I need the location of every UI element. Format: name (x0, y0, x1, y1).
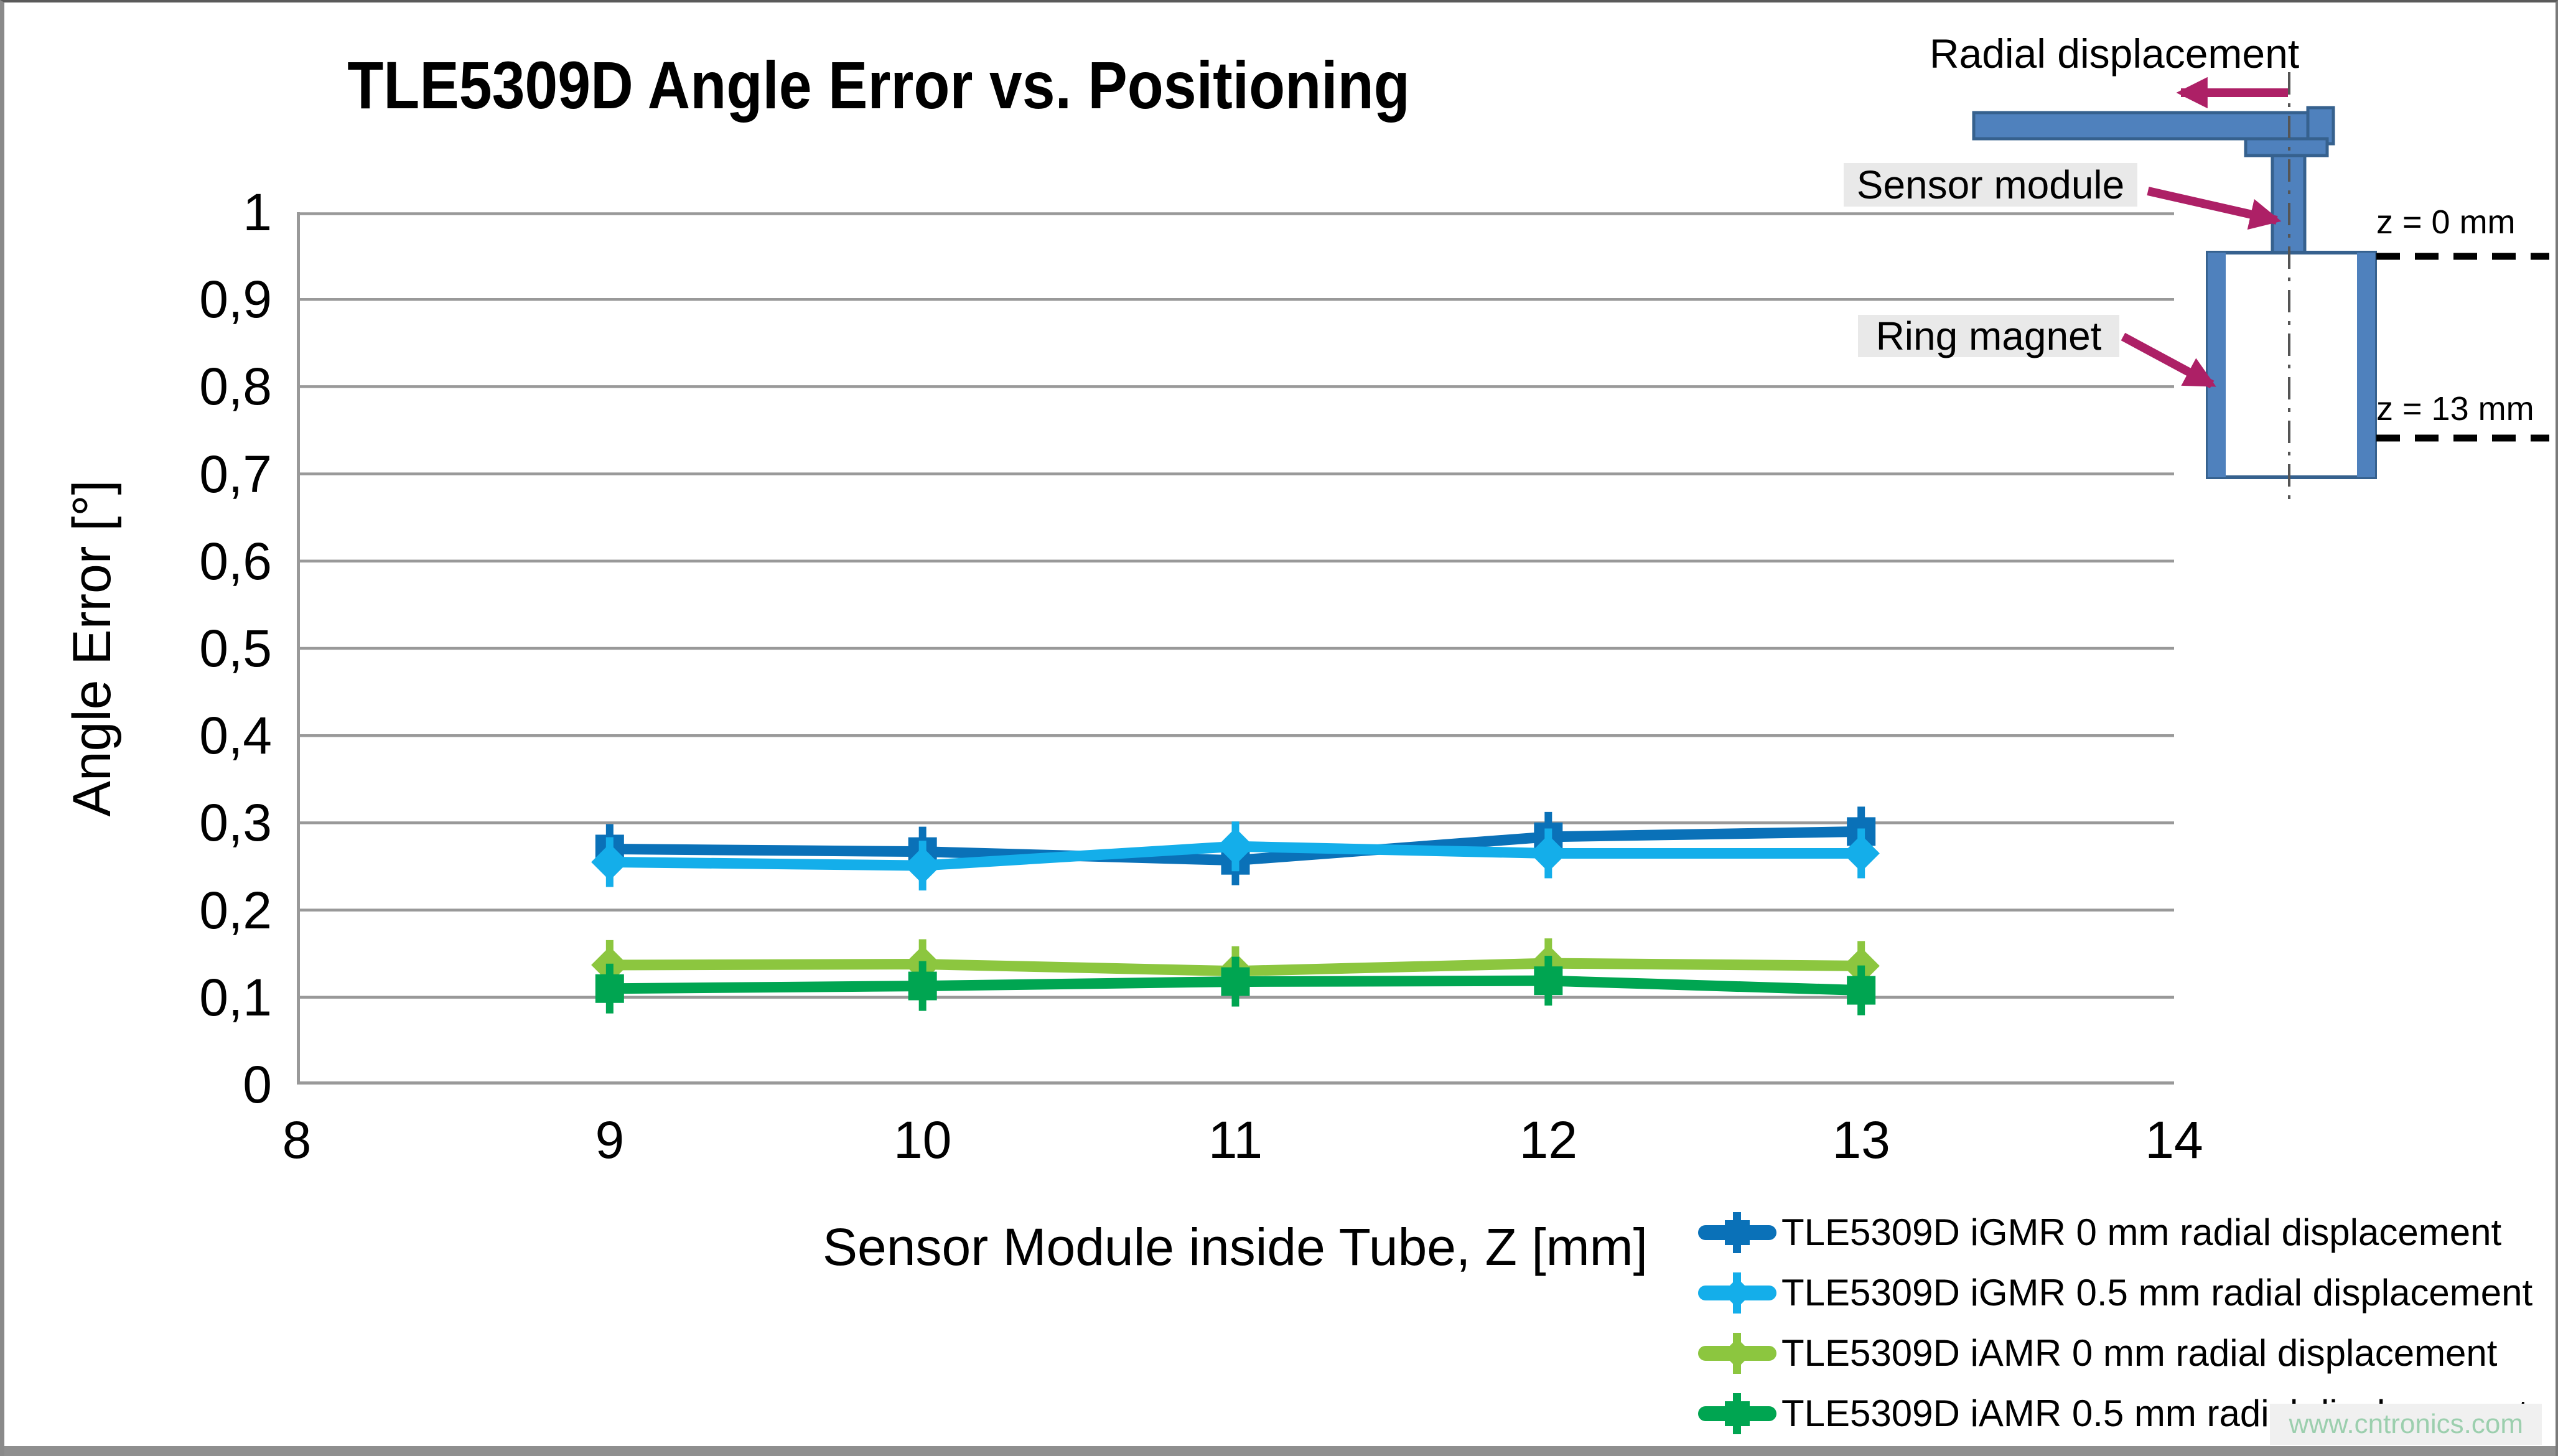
chart-title: TLE5309D Angle Error vs. Positioning (347, 47, 1410, 123)
x-tick-label: 10 (893, 1111, 952, 1169)
z13-label: z = 13 mm (2376, 390, 2534, 427)
y-tick-label: 0,5 (199, 619, 272, 678)
y-tick-label: 0,4 (199, 706, 272, 765)
data-point-marker (1216, 828, 1254, 865)
y-tick-label: 0,1 (199, 968, 272, 1027)
data-point-marker (1534, 966, 1563, 996)
y-tick-label: 0,6 (199, 531, 272, 590)
legend-label: TLE5309D iAMR 0 mm radial displacement (1781, 1332, 2498, 1374)
data-point-marker (591, 843, 628, 881)
x-tick-label: 12 (1519, 1111, 1578, 1169)
legend-item: TLE5309D iAMR 0 mm radial displacement (1698, 1323, 2532, 1383)
legend-marker-iamr-05mm-icon (1698, 1383, 1776, 1444)
ring-magnet-right-wall (2357, 253, 2375, 477)
radial-displacement-label: Radial displacement (1929, 30, 2300, 77)
bottom-frame-bar (4, 1446, 2556, 1456)
plot-area (297, 212, 2174, 1085)
legend-marker-iamr-0mm-icon (1698, 1323, 1776, 1383)
y-tick-label: 0,3 (199, 793, 272, 852)
sensor-module-label: Sensor module (1844, 163, 2137, 207)
data-point-marker (1529, 834, 1567, 872)
legend-item: TLE5309D iGMR 0 mm radial displacement (1698, 1202, 2532, 1262)
rod-collar (2244, 137, 2329, 157)
z0-label: z = 0 mm (2376, 203, 2516, 241)
watermark: www.cntronics.com (2270, 1404, 2542, 1445)
data-point-marker (908, 971, 937, 1001)
inset-diagram (1972, 72, 2549, 499)
data-point-marker (903, 847, 941, 884)
ring-magnet-outline (2206, 251, 2377, 479)
legend-label: TLE5309D iGMR 0.5 mm radial displacement (1781, 1272, 2533, 1314)
data-point-marker (1847, 976, 1876, 1005)
y-axis-title: Angle Error [°] (62, 480, 122, 817)
legend-label: TLE5309D iGMR 0 mm radial displacement (1781, 1211, 2502, 1253)
x-tick-label: 8 (282, 1111, 312, 1169)
ring-magnet-left-wall (2208, 253, 2226, 477)
x-tick-label: 14 (2145, 1111, 2203, 1169)
legend: TLE5309D iGMR 0 mm radial displacement T… (1698, 1202, 2532, 1444)
legend-marker-igmr-05mm-icon (1698, 1262, 1776, 1323)
data-point-marker (1842, 834, 1880, 872)
sensor-module-arrow (2147, 187, 2282, 230)
x-axis-title: Sensor Module inside Tube, Z [mm] (823, 1218, 1648, 1276)
ring-magnet-arrow (2121, 332, 2216, 389)
data-point-marker (1221, 967, 1250, 996)
y-tick-label: 0,8 (199, 357, 272, 416)
y-tick-label: 0,7 (199, 444, 272, 503)
x-tick-label: 9 (595, 1111, 625, 1169)
y-tick-label: 0,2 (199, 880, 272, 940)
y-tick-label: 1 (243, 183, 272, 241)
x-tick-label: 11 (1208, 1111, 1263, 1169)
x-tick-label: 13 (1832, 1111, 1890, 1169)
fixture-arm (1972, 111, 2335, 141)
y-tick-label: 0 (243, 1055, 272, 1114)
y-tick-label: 0,9 (199, 270, 272, 329)
data-point-marker (595, 974, 624, 1003)
ring-magnet-label: Ring magnet (1858, 315, 2119, 357)
legend-marker-igmr-0mm-icon (1698, 1202, 1776, 1262)
legend-item: TLE5309D iGMR 0.5 mm radial displacement (1698, 1262, 2532, 1323)
